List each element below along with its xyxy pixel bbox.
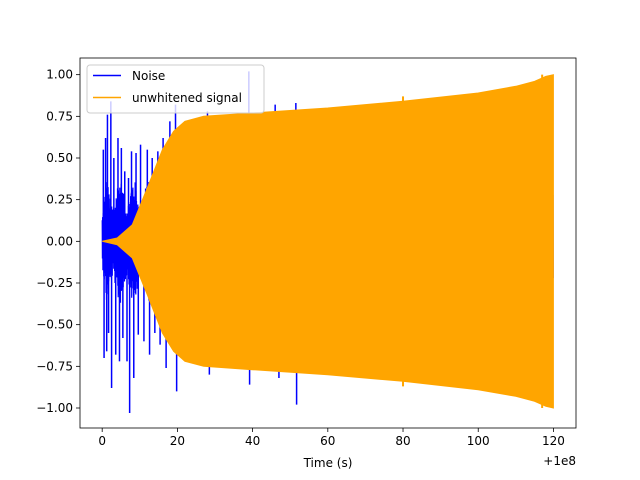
legend-signal-label: unwhitened signal: [132, 91, 242, 105]
x-tick-label: 100: [467, 434, 490, 448]
x-axis-ticks: 0 20 40 60 80 100 120: [98, 428, 565, 448]
y-tick-label: 0.25: [46, 193, 73, 207]
series-layer: [101, 71, 554, 413]
y-tick-label: −0.50: [36, 318, 73, 332]
x-tick-label: 60: [320, 434, 335, 448]
x-axis-label: Time (s): [303, 456, 353, 470]
y-tick-label: −1.00: [36, 401, 73, 415]
x-tick-label: 120: [542, 434, 565, 448]
y-tick-label: 1.00: [46, 68, 73, 82]
y-tick-label: 0.75: [46, 109, 73, 123]
x-axis-offset-label: +1e8: [543, 454, 576, 468]
y-tick-label: 0.50: [46, 151, 73, 165]
legend-box: [86, 64, 265, 114]
legend: Noise unwhitened signal: [86, 64, 265, 114]
signal-envelope: [102, 74, 554, 409]
x-tick-label: 20: [170, 434, 185, 448]
y-tick-label: −0.25: [36, 276, 73, 290]
y-tick-label: −0.75: [36, 359, 73, 373]
legend-noise-label: Noise: [132, 69, 165, 83]
x-tick-label: 0: [98, 434, 106, 448]
y-tick-label: 0.00: [46, 234, 73, 248]
x-tick-label: 80: [395, 434, 410, 448]
x-tick-label: 40: [245, 434, 260, 448]
y-axis-ticks: 1.00 0.75 0.50 0.25 0.00 −0.25 −0.50 −0.75 −1.00: [36, 68, 80, 415]
